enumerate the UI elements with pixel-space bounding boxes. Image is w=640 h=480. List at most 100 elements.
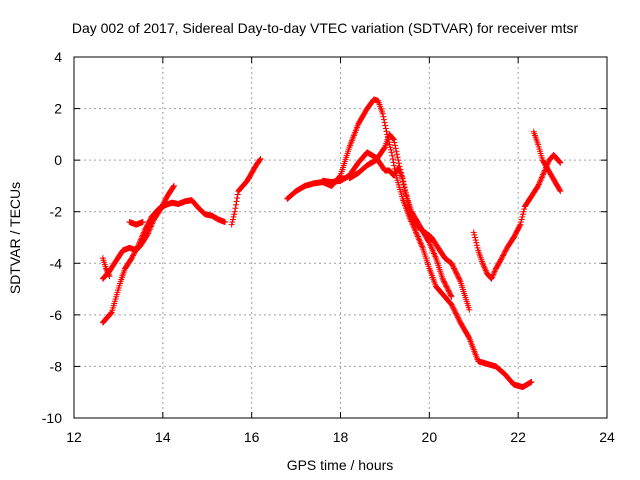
data-point: [396, 163, 403, 170]
data-point: [414, 233, 421, 240]
data-point: [517, 221, 524, 228]
data-point: [442, 280, 449, 287]
data-point: [502, 248, 509, 255]
series-arc-3: [126, 219, 146, 228]
data-point: [473, 239, 480, 246]
data-point: [399, 175, 406, 182]
data-point: [454, 313, 461, 320]
data-point: [556, 159, 563, 166]
data-point: [397, 166, 404, 173]
data-point: [498, 256, 505, 263]
data-point: [417, 239, 424, 246]
data-point: [170, 183, 177, 190]
series-arc-8: [346, 131, 455, 300]
data-point: [104, 268, 111, 275]
data-point: [471, 231, 478, 238]
data-point: [440, 278, 447, 285]
data-point: [465, 333, 472, 340]
data-point: [128, 255, 135, 262]
y-tick-label: -4: [50, 255, 63, 271]
data-point: [140, 229, 147, 236]
data-point: [448, 260, 455, 267]
data-point: [454, 273, 461, 280]
data-point: [501, 249, 508, 256]
data-point: [454, 271, 461, 278]
data-point: [400, 181, 407, 188]
data-point: [502, 247, 509, 254]
data-point: [473, 242, 480, 249]
data-point: [130, 252, 137, 259]
data-point: [520, 208, 527, 215]
series-arc-6: [284, 96, 535, 391]
series-arc-4: [99, 255, 113, 280]
data-point: [500, 252, 507, 259]
data-point: [452, 268, 459, 275]
y-tick-label: 4: [54, 49, 62, 65]
data-point: [539, 173, 546, 180]
data-point: [451, 266, 458, 273]
data-point: [228, 221, 235, 228]
data-point: [541, 168, 548, 175]
data-point: [536, 180, 543, 187]
data-point: [395, 160, 402, 167]
data-point: [425, 238, 432, 245]
data-point: [447, 291, 454, 298]
data-point: [401, 184, 408, 191]
data-point: [444, 284, 451, 291]
data-point: [418, 242, 425, 249]
data-point: [450, 305, 457, 312]
data-point: [482, 266, 489, 273]
series-arc-10: [530, 128, 564, 195]
data-point: [498, 255, 505, 262]
y-tick-label: 2: [54, 101, 62, 117]
data-point: [140, 230, 147, 237]
data-point: [108, 310, 115, 317]
data-point: [455, 274, 462, 281]
data-point: [449, 261, 456, 268]
data-point: [136, 239, 143, 246]
data-point: [452, 309, 459, 316]
data-point: [489, 272, 496, 279]
data-point: [488, 275, 495, 282]
data-point: [141, 228, 148, 235]
data-point: [129, 253, 136, 260]
data-point: [538, 175, 545, 182]
y-tick-label: -8: [50, 358, 63, 374]
data-point: [456, 275, 463, 282]
data-point: [446, 288, 453, 295]
data-point: [382, 122, 389, 129]
chart-title: Day 002 of 2017, Sidereal Day-to-day VTE…: [72, 20, 579, 36]
data-point: [413, 230, 420, 237]
data-point: [491, 268, 498, 275]
data-point: [256, 156, 263, 163]
data-point: [136, 240, 143, 247]
data-point: [480, 261, 487, 268]
x-tick-label: 20: [422, 429, 438, 445]
data-point: [439, 275, 446, 282]
data-point: [380, 113, 387, 120]
data-point: [388, 149, 395, 156]
grid: [74, 57, 607, 418]
data-point: [519, 211, 526, 218]
data-point: [448, 293, 455, 300]
data-point: [470, 229, 477, 236]
data-point: [518, 216, 525, 223]
data-point: [557, 188, 564, 195]
data-point: [107, 310, 114, 317]
data-point: [442, 282, 449, 289]
data-point: [130, 251, 137, 258]
data-point: [466, 306, 473, 313]
data-point: [232, 201, 239, 208]
x-tick-label: 12: [66, 429, 82, 445]
data-point: [393, 151, 400, 158]
data-point: [479, 260, 486, 267]
data-point: [231, 208, 238, 215]
x-tick-label: 14: [155, 429, 171, 445]
data-point: [231, 211, 238, 218]
data-point: [137, 238, 144, 245]
data-point: [138, 235, 145, 242]
data-point: [381, 145, 388, 152]
data-point: [472, 237, 479, 244]
x-tick-label: 24: [599, 429, 615, 445]
